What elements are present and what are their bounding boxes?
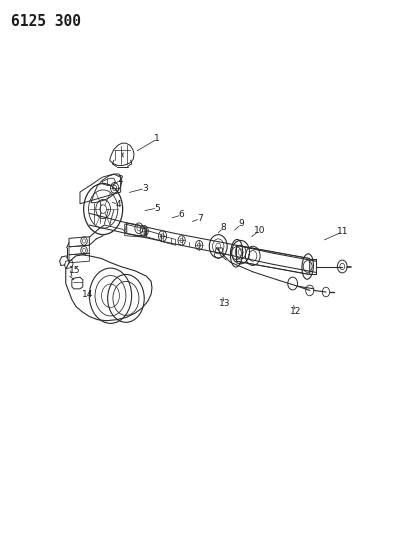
Text: 6: 6 [179, 211, 184, 220]
Text: 10: 10 [254, 226, 266, 235]
Text: 13: 13 [219, 299, 230, 308]
Text: 2: 2 [118, 175, 124, 184]
Text: 3: 3 [142, 184, 148, 193]
Text: 9: 9 [239, 220, 244, 229]
Text: 11: 11 [337, 228, 348, 237]
Text: 14: 14 [82, 290, 94, 299]
Text: 5: 5 [154, 204, 160, 213]
Text: 1: 1 [154, 134, 160, 143]
Text: 6125 300: 6125 300 [11, 14, 81, 29]
Text: 7: 7 [197, 214, 203, 223]
Text: 4: 4 [116, 200, 122, 209]
Text: 8: 8 [221, 223, 226, 232]
Text: 15: 15 [69, 266, 81, 274]
Text: 12: 12 [290, 307, 302, 316]
